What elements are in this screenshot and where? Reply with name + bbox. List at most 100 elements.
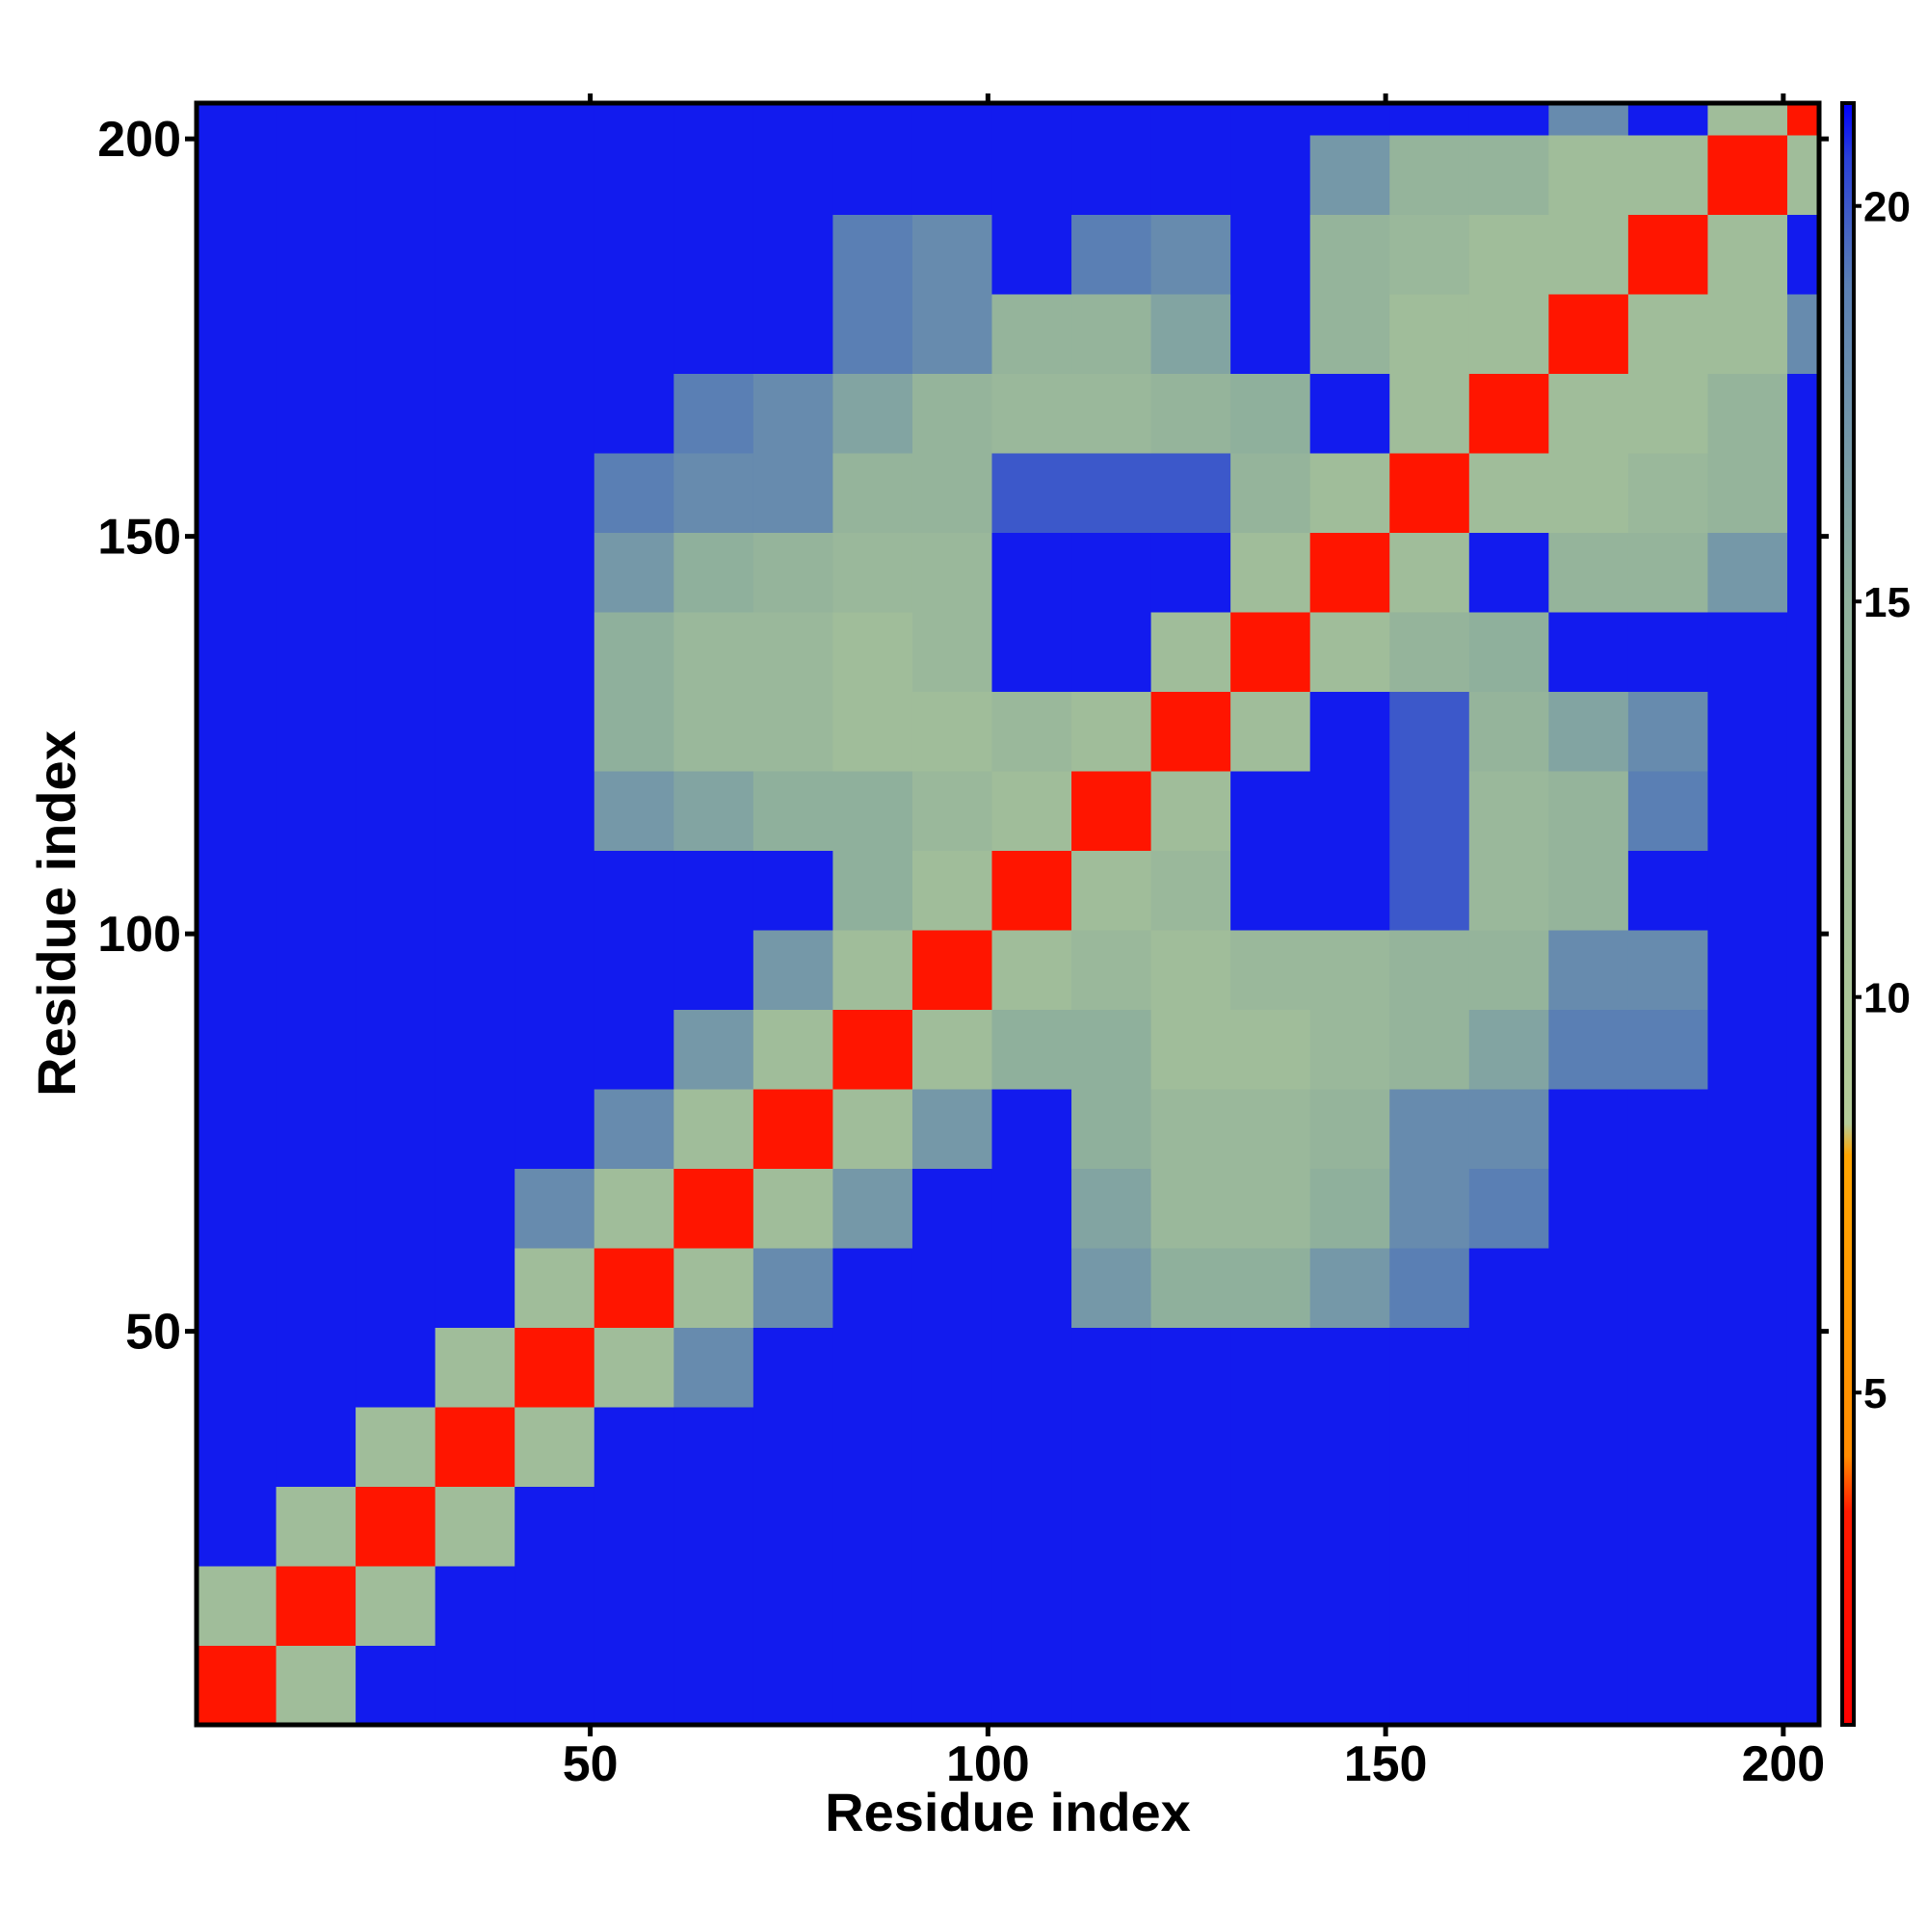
heatmap-cell xyxy=(515,135,595,215)
heatmap-cell xyxy=(1150,612,1231,692)
heatmap-cell xyxy=(197,1645,277,1726)
heatmap-cell xyxy=(1627,1009,1708,1090)
heatmap-cell xyxy=(197,373,277,454)
heatmap-cell xyxy=(1230,850,1311,931)
heatmap-cell xyxy=(1071,1168,1152,1249)
heatmap-cell xyxy=(1548,135,1629,215)
heatmap-cell xyxy=(594,294,674,374)
heatmap-cell xyxy=(1627,1248,1708,1328)
heatmap-cell xyxy=(991,1486,1072,1567)
heatmap-cell xyxy=(594,1089,674,1169)
heatmap-cell xyxy=(594,1407,674,1487)
heatmap-cell xyxy=(911,612,992,692)
heatmap-cell xyxy=(276,1327,356,1408)
heatmap-cell xyxy=(752,1407,833,1487)
heatmap-cell xyxy=(356,453,436,533)
heatmap-cell xyxy=(673,1486,754,1567)
heatmap-cell xyxy=(197,1009,277,1090)
heatmap-cell xyxy=(197,771,277,851)
colorbar-tick-label: 15 xyxy=(1863,579,1911,626)
heatmap-cell xyxy=(197,135,277,215)
heatmap-cell xyxy=(1309,691,1390,772)
heatmap-cell xyxy=(911,1248,992,1328)
heatmap-cell xyxy=(276,1645,356,1726)
heatmap-cell xyxy=(1389,1566,1470,1646)
heatmap-cell xyxy=(1230,373,1311,454)
heatmap-cell xyxy=(911,1645,992,1726)
heatmap-cell xyxy=(911,1327,992,1408)
heatmap-cell xyxy=(515,103,595,136)
heatmap-cell xyxy=(752,850,833,931)
heatmap-cell xyxy=(1389,294,1470,374)
heatmap-cell xyxy=(197,930,277,1010)
heatmap-cell xyxy=(1150,1327,1231,1408)
heatmap-cell xyxy=(594,453,674,533)
heatmap-cell xyxy=(594,1327,674,1408)
heatmap-cell xyxy=(673,930,754,1010)
heatmap-cell xyxy=(594,771,674,851)
heatmap-cell xyxy=(1627,1486,1708,1567)
heatmap-cell xyxy=(832,214,913,295)
heatmap-cell xyxy=(1230,1566,1311,1646)
heatmap-cell xyxy=(1786,373,1820,454)
heatmap-cell xyxy=(1071,1486,1152,1567)
heatmap-cell xyxy=(1230,294,1311,374)
heatmap-cell xyxy=(197,850,277,931)
heatmap-cell xyxy=(1707,1248,1788,1328)
heatmap-cell xyxy=(752,103,833,136)
x-tick-label: 200 xyxy=(1741,1736,1825,1792)
heatmap-cell xyxy=(1627,850,1708,931)
heatmap-cell xyxy=(1707,1327,1788,1408)
heatmap-cell xyxy=(515,453,595,533)
heatmap-cell xyxy=(1786,214,1820,295)
heatmap-cell xyxy=(991,373,1072,454)
heatmap-cell xyxy=(1150,1009,1231,1090)
heatmap-cell xyxy=(911,1168,992,1249)
heatmap-cell xyxy=(1468,532,1549,613)
heatmap-cell xyxy=(911,532,992,613)
heatmap-cell xyxy=(515,1009,595,1090)
heatmap-cell xyxy=(832,135,913,215)
heatmap-cell xyxy=(435,930,515,1010)
heatmap-cell xyxy=(991,294,1072,374)
heatmap-cell xyxy=(1548,532,1629,613)
heatmap-cell xyxy=(356,691,436,772)
heatmap-cell xyxy=(911,103,992,136)
heatmap-cell xyxy=(1468,691,1549,772)
heatmap-cell xyxy=(435,453,515,533)
heatmap-cell xyxy=(594,1486,674,1567)
heatmap-cell xyxy=(515,1645,595,1726)
heatmap-cell xyxy=(1150,1407,1231,1487)
heatmap-cell xyxy=(1627,771,1708,851)
heatmap-cell xyxy=(911,1009,992,1090)
heatmap-cell xyxy=(752,1089,833,1169)
heatmap-cell xyxy=(1389,214,1470,295)
heatmap-cell xyxy=(1150,691,1231,772)
heatmap-cell xyxy=(594,103,674,136)
heatmap-cell xyxy=(1786,453,1820,533)
heatmap-cell xyxy=(1389,103,1470,136)
heatmap-cell xyxy=(515,612,595,692)
heatmap-cell xyxy=(1150,214,1231,295)
heatmap-cell xyxy=(1468,1248,1549,1328)
heatmap-cell xyxy=(1309,135,1390,215)
heatmap-cell xyxy=(515,1486,595,1567)
heatmap-cell xyxy=(1230,1407,1311,1487)
heatmap-cell xyxy=(1309,1327,1390,1408)
heatmap-cell xyxy=(435,1486,515,1567)
heatmap-cell xyxy=(1468,930,1549,1010)
heatmap-cell xyxy=(832,850,913,931)
heatmap-cell xyxy=(435,1327,515,1408)
heatmap-cell xyxy=(1309,532,1390,613)
heatmap-cell xyxy=(1071,1407,1152,1487)
heatmap-cell xyxy=(1627,135,1708,215)
heatmap-cell xyxy=(1548,1486,1629,1567)
heatmap-cell xyxy=(276,453,356,533)
heatmap-cell xyxy=(752,612,833,692)
heatmap-cell xyxy=(1150,135,1231,215)
plot-frame xyxy=(194,100,1822,1728)
heatmap-cell xyxy=(356,1486,436,1567)
heatmap-cell xyxy=(356,850,436,931)
heatmap-cell xyxy=(1230,1089,1311,1169)
heatmap-cell xyxy=(752,532,833,613)
